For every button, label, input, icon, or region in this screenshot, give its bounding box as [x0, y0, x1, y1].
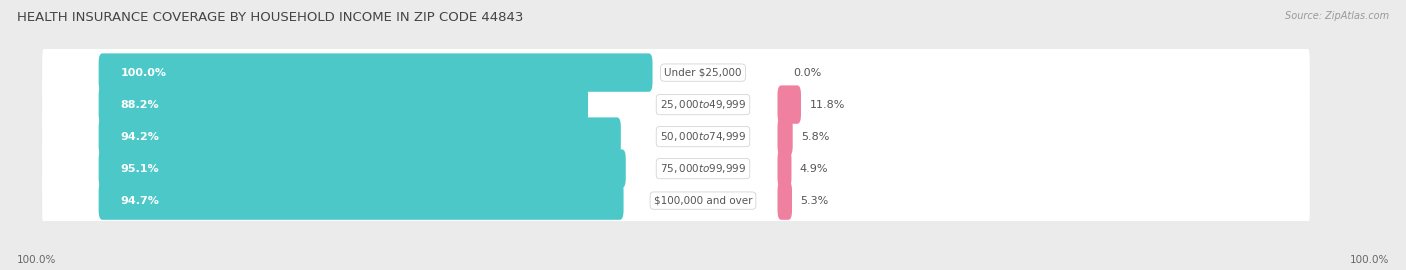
FancyBboxPatch shape — [778, 85, 801, 124]
Text: HEALTH INSURANCE COVERAGE BY HOUSEHOLD INCOME IN ZIP CODE 44843: HEALTH INSURANCE COVERAGE BY HOUSEHOLD I… — [17, 11, 523, 24]
FancyBboxPatch shape — [778, 117, 793, 156]
FancyBboxPatch shape — [42, 108, 1310, 166]
FancyBboxPatch shape — [98, 85, 588, 124]
Text: 88.2%: 88.2% — [121, 100, 159, 110]
FancyBboxPatch shape — [42, 44, 1310, 102]
Text: $100,000 and over: $100,000 and over — [654, 195, 752, 205]
Text: 95.1%: 95.1% — [121, 164, 159, 174]
Text: $75,000 to $99,999: $75,000 to $99,999 — [659, 162, 747, 175]
Text: 100.0%: 100.0% — [1350, 255, 1389, 265]
FancyBboxPatch shape — [98, 181, 624, 220]
Text: 100.0%: 100.0% — [121, 68, 166, 77]
Text: 100.0%: 100.0% — [17, 255, 56, 265]
Text: Source: ZipAtlas.com: Source: ZipAtlas.com — [1285, 11, 1389, 21]
Text: 5.3%: 5.3% — [800, 195, 828, 205]
Text: 5.8%: 5.8% — [801, 131, 830, 141]
Text: $50,000 to $74,999: $50,000 to $74,999 — [659, 130, 747, 143]
FancyBboxPatch shape — [778, 149, 792, 188]
FancyBboxPatch shape — [42, 76, 1310, 133]
FancyBboxPatch shape — [98, 117, 621, 156]
FancyBboxPatch shape — [98, 149, 626, 188]
Text: $25,000 to $49,999: $25,000 to $49,999 — [659, 98, 747, 111]
Text: 11.8%: 11.8% — [810, 100, 845, 110]
Text: 0.0%: 0.0% — [793, 68, 821, 77]
FancyBboxPatch shape — [42, 140, 1310, 197]
Text: Under $25,000: Under $25,000 — [664, 68, 742, 77]
FancyBboxPatch shape — [42, 172, 1310, 230]
FancyBboxPatch shape — [778, 181, 792, 220]
FancyBboxPatch shape — [98, 53, 652, 92]
Text: 94.7%: 94.7% — [121, 195, 159, 205]
Text: 94.2%: 94.2% — [121, 131, 159, 141]
Text: 4.9%: 4.9% — [800, 164, 828, 174]
